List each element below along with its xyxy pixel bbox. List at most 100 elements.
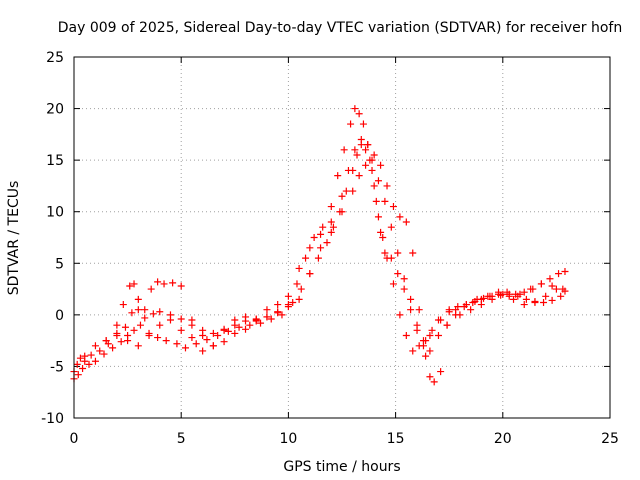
- data-point: [130, 326, 138, 334]
- data-point: [319, 223, 327, 231]
- data-point: [76, 354, 84, 362]
- data-point: [374, 213, 382, 221]
- data-point: [136, 321, 144, 329]
- data-point: [252, 316, 260, 324]
- data-point: [359, 120, 367, 128]
- data-point: [370, 151, 378, 159]
- data-point: [154, 278, 162, 286]
- data-point: [91, 357, 99, 365]
- data-point: [362, 146, 370, 154]
- data-point: [102, 337, 110, 345]
- y-tick-label: 10: [46, 205, 64, 221]
- data-point: [257, 319, 265, 327]
- data-point: [383, 254, 391, 262]
- data-point: [389, 280, 397, 288]
- data-point: [147, 285, 155, 293]
- data-point: [402, 218, 410, 226]
- data-point: [85, 360, 93, 368]
- series-track-b: [70, 141, 569, 383]
- data-point: [87, 351, 95, 359]
- data-point: [368, 156, 376, 164]
- data-point: [443, 321, 451, 329]
- data-point: [342, 187, 350, 195]
- data-point: [162, 337, 170, 345]
- data-point: [302, 254, 310, 262]
- data-point: [74, 371, 82, 379]
- data-point: [462, 301, 470, 309]
- data-point: [306, 270, 314, 278]
- data-point: [400, 285, 408, 293]
- data-point: [274, 301, 282, 309]
- data-point: [349, 187, 357, 195]
- data-point: [422, 352, 430, 360]
- data-point: [81, 352, 89, 360]
- data-point: [166, 316, 174, 324]
- data-point: [467, 306, 475, 314]
- data-point: [347, 120, 355, 128]
- data-point: [484, 292, 492, 300]
- data-point: [224, 327, 232, 335]
- data-point: [520, 301, 528, 309]
- data-point: [396, 213, 404, 221]
- data-point: [91, 342, 99, 350]
- data-point: [220, 326, 228, 334]
- data-point: [242, 313, 250, 321]
- data-point: [355, 110, 363, 118]
- data-point: [141, 306, 149, 314]
- data-point: [434, 331, 442, 339]
- x-tick-label: 5: [177, 431, 186, 447]
- y-tick-label: 20: [46, 102, 64, 118]
- y-tick-label: 25: [46, 50, 64, 66]
- data-point: [109, 344, 117, 352]
- data-point: [351, 146, 359, 154]
- data-point: [426, 331, 434, 339]
- data-point: [381, 197, 389, 205]
- series-track-a: [70, 105, 569, 376]
- data-point: [338, 192, 346, 200]
- data-point: [394, 270, 402, 278]
- data-point: [377, 228, 385, 236]
- data-point: [428, 326, 436, 334]
- x-tick-label: 25: [601, 431, 619, 447]
- data-point: [177, 326, 185, 334]
- data-point: [372, 197, 380, 205]
- data-point: [477, 301, 485, 309]
- data-point: [522, 295, 530, 303]
- data-point: [362, 161, 370, 169]
- data-point: [516, 290, 524, 298]
- data-point: [434, 316, 442, 324]
- data-point: [113, 321, 121, 329]
- data-point: [284, 292, 292, 300]
- data-point: [188, 334, 196, 342]
- data-point: [520, 288, 528, 296]
- data-point: [327, 218, 335, 226]
- data-point: [317, 244, 325, 252]
- data-point: [407, 295, 415, 303]
- y-tick-label: 0: [55, 308, 64, 324]
- data-point: [409, 347, 417, 355]
- data-point: [134, 342, 142, 350]
- data-point: [209, 329, 217, 337]
- data-point: [338, 208, 346, 216]
- data-point: [334, 172, 342, 180]
- tick-labels: 0 5 10 15 20 25 -10 -5 0 5 10 15 20 25: [41, 50, 619, 447]
- data-point: [278, 311, 286, 319]
- data-point: [96, 347, 104, 355]
- data-point: [79, 364, 87, 372]
- data-point: [209, 342, 217, 350]
- x-tick-label: 10: [279, 431, 297, 447]
- data-point: [124, 337, 132, 345]
- data-point: [377, 161, 385, 169]
- data-point: [394, 249, 402, 257]
- data-point: [188, 316, 196, 324]
- data-point: [327, 203, 335, 211]
- data-point: [156, 308, 164, 316]
- data-point: [327, 228, 335, 236]
- data-point: [128, 309, 136, 317]
- data-point: [527, 285, 535, 293]
- data-point: [295, 295, 303, 303]
- y-tick-label: -5: [50, 359, 64, 375]
- data-point: [323, 239, 331, 247]
- data-point: [557, 292, 565, 300]
